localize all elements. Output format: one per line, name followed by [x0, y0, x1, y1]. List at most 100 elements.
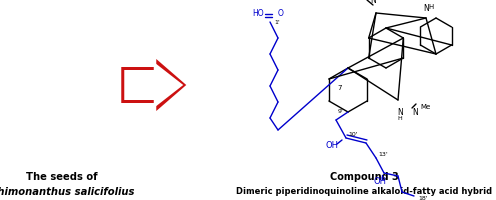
- Ellipse shape: [99, 126, 115, 143]
- Ellipse shape: [160, 44, 172, 67]
- Ellipse shape: [132, 112, 148, 122]
- Ellipse shape: [95, 62, 108, 71]
- Ellipse shape: [124, 134, 136, 139]
- Ellipse shape: [45, 112, 60, 126]
- Ellipse shape: [142, 86, 160, 92]
- Ellipse shape: [56, 47, 72, 61]
- Ellipse shape: [125, 77, 135, 87]
- Text: N: N: [397, 108, 403, 117]
- Ellipse shape: [146, 38, 158, 50]
- Ellipse shape: [186, 107, 204, 118]
- Ellipse shape: [107, 93, 119, 103]
- Ellipse shape: [92, 133, 104, 146]
- Ellipse shape: [95, 107, 106, 120]
- Ellipse shape: [62, 57, 82, 72]
- Ellipse shape: [131, 82, 145, 91]
- Ellipse shape: [133, 70, 146, 82]
- Ellipse shape: [104, 40, 129, 48]
- Ellipse shape: [96, 72, 118, 82]
- Ellipse shape: [62, 86, 83, 99]
- Ellipse shape: [117, 112, 139, 121]
- Ellipse shape: [90, 137, 113, 152]
- Ellipse shape: [82, 71, 93, 81]
- Ellipse shape: [75, 114, 86, 134]
- Ellipse shape: [43, 61, 54, 77]
- Ellipse shape: [20, 11, 220, 173]
- Ellipse shape: [132, 106, 142, 116]
- Text: The seeds of: The seeds of: [26, 172, 98, 182]
- Ellipse shape: [139, 118, 155, 136]
- Ellipse shape: [144, 131, 160, 141]
- Ellipse shape: [120, 87, 134, 99]
- Ellipse shape: [135, 73, 147, 79]
- Ellipse shape: [90, 122, 108, 130]
- Ellipse shape: [76, 110, 89, 120]
- Ellipse shape: [44, 70, 61, 85]
- Ellipse shape: [61, 64, 76, 72]
- Ellipse shape: [129, 51, 139, 63]
- Ellipse shape: [148, 93, 165, 102]
- Ellipse shape: [98, 94, 118, 109]
- Ellipse shape: [188, 84, 206, 99]
- Ellipse shape: [126, 147, 142, 157]
- Ellipse shape: [59, 120, 72, 131]
- Ellipse shape: [62, 49, 77, 68]
- Ellipse shape: [98, 147, 107, 158]
- Ellipse shape: [106, 74, 118, 88]
- Ellipse shape: [124, 102, 135, 116]
- Ellipse shape: [110, 36, 132, 46]
- Polygon shape: [121, 59, 186, 111]
- Ellipse shape: [110, 38, 133, 47]
- Ellipse shape: [107, 102, 119, 116]
- Ellipse shape: [54, 80, 66, 89]
- Ellipse shape: [112, 80, 130, 88]
- Ellipse shape: [135, 64, 149, 85]
- Ellipse shape: [115, 122, 133, 134]
- Ellipse shape: [144, 25, 160, 37]
- Ellipse shape: [143, 69, 156, 83]
- Ellipse shape: [167, 71, 183, 89]
- Ellipse shape: [134, 136, 158, 147]
- Ellipse shape: [154, 23, 164, 41]
- Ellipse shape: [147, 67, 163, 78]
- Ellipse shape: [167, 46, 188, 52]
- Ellipse shape: [96, 150, 108, 162]
- Ellipse shape: [79, 53, 104, 61]
- Ellipse shape: [130, 95, 141, 107]
- Ellipse shape: [113, 75, 127, 88]
- Ellipse shape: [123, 123, 135, 147]
- Text: 10': 10': [348, 132, 358, 136]
- Ellipse shape: [61, 80, 80, 89]
- Ellipse shape: [88, 96, 99, 114]
- Text: N: N: [412, 108, 418, 117]
- Ellipse shape: [117, 81, 135, 92]
- Ellipse shape: [157, 131, 169, 142]
- Ellipse shape: [116, 91, 136, 105]
- Ellipse shape: [120, 105, 135, 127]
- Ellipse shape: [163, 82, 178, 90]
- Ellipse shape: [118, 140, 128, 154]
- Ellipse shape: [127, 139, 145, 150]
- Text: H: H: [398, 116, 402, 121]
- Ellipse shape: [57, 86, 70, 95]
- Ellipse shape: [107, 85, 119, 100]
- Ellipse shape: [67, 133, 77, 148]
- Ellipse shape: [68, 91, 88, 100]
- Ellipse shape: [116, 104, 126, 119]
- Ellipse shape: [65, 132, 76, 150]
- Ellipse shape: [99, 41, 120, 50]
- Ellipse shape: [138, 144, 155, 153]
- Ellipse shape: [91, 108, 101, 122]
- Ellipse shape: [128, 52, 138, 73]
- Ellipse shape: [78, 77, 95, 95]
- Ellipse shape: [173, 66, 183, 79]
- Text: N: N: [423, 4, 429, 13]
- Ellipse shape: [45, 67, 58, 79]
- Ellipse shape: [104, 95, 123, 110]
- Ellipse shape: [132, 114, 155, 124]
- Ellipse shape: [45, 67, 62, 76]
- Ellipse shape: [140, 54, 159, 64]
- Ellipse shape: [93, 117, 103, 129]
- Ellipse shape: [125, 120, 135, 136]
- Ellipse shape: [61, 111, 78, 122]
